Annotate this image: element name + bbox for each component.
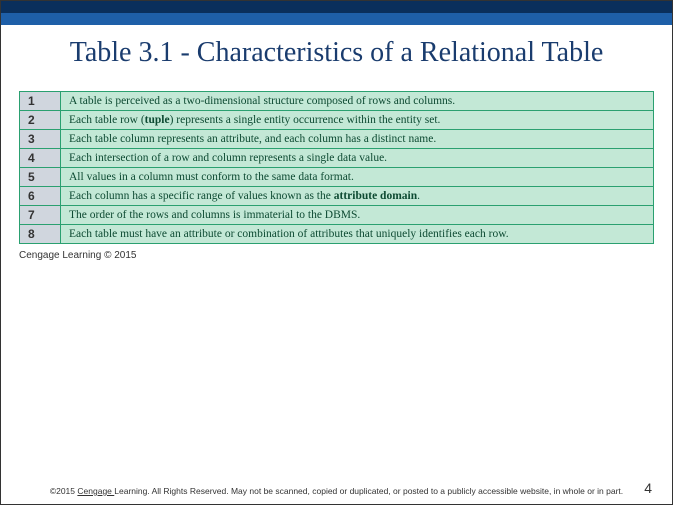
characteristics-table: 1A table is perceived as a two-dimension… bbox=[19, 91, 654, 244]
row-description: A table is perceived as a two-dimensiona… bbox=[61, 92, 653, 110]
row-description: Each table column represents an attribut… bbox=[61, 130, 653, 148]
footer-pre: ©2015 bbox=[50, 486, 78, 496]
row-number: 8 bbox=[20, 225, 60, 243]
slide-title: Table 3.1 - Characteristics of a Relatio… bbox=[1, 25, 672, 91]
header-stripe-light bbox=[1, 13, 672, 25]
row-number: 5 bbox=[20, 168, 60, 186]
footer-copyright: ©2015 Cengage Learning. All Rights Reser… bbox=[1, 486, 672, 496]
row-number: 7 bbox=[20, 206, 60, 224]
footer-underlined: Cengage bbox=[77, 486, 114, 496]
table-row: 4Each intersection of a row and column r… bbox=[20, 149, 653, 167]
row-number: 6 bbox=[20, 187, 60, 205]
row-description: Each intersection of a row and column re… bbox=[61, 149, 653, 167]
row-description: Each table row (tuple) represents a sing… bbox=[61, 111, 653, 129]
row-description: Each table must have an attribute or com… bbox=[61, 225, 653, 243]
row-number: 2 bbox=[20, 111, 60, 129]
content-area: 1A table is perceived as a two-dimension… bbox=[1, 91, 672, 244]
row-number: 3 bbox=[20, 130, 60, 148]
row-number: 4 bbox=[20, 149, 60, 167]
footer-post: Learning. All Rights Reserved. May not b… bbox=[114, 486, 623, 496]
table-row: 2Each table row (tuple) represents a sin… bbox=[20, 111, 653, 129]
header-stripe-dark bbox=[1, 1, 672, 13]
table-row: 8Each table must have an attribute or co… bbox=[20, 225, 653, 243]
table-row: 3Each table column represents an attribu… bbox=[20, 130, 653, 148]
row-description: Each column has a specific range of valu… bbox=[61, 187, 653, 205]
row-description: All values in a column must conform to t… bbox=[61, 168, 653, 186]
row-number: 1 bbox=[20, 92, 60, 110]
table-row: 7The order of the rows and columns is im… bbox=[20, 206, 653, 224]
page-number: 4 bbox=[644, 480, 652, 496]
table-row: 1A table is perceived as a two-dimension… bbox=[20, 92, 653, 110]
table-row: 5All values in a column must conform to … bbox=[20, 168, 653, 186]
row-description: The order of the rows and columns is imm… bbox=[61, 206, 653, 224]
table-copyright: Cengage Learning © 2015 bbox=[1, 244, 672, 267]
table-row: 6Each column has a specific range of val… bbox=[20, 187, 653, 205]
